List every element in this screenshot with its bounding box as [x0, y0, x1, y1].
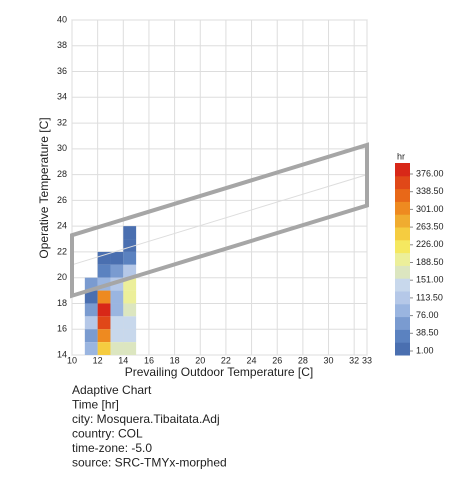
legend-swatch	[395, 303, 410, 318]
legend-swatch	[395, 239, 410, 254]
legend-label: 376.00	[416, 168, 444, 178]
x-tick-label: 32	[349, 355, 359, 365]
heat-cell	[110, 264, 124, 278]
x-tick-label: 26	[272, 355, 282, 365]
y-tick-label: 30	[57, 143, 67, 153]
legend-label: 263.50	[416, 221, 444, 231]
y-tick-label: 34	[57, 92, 67, 102]
heat-cell	[97, 342, 111, 355]
y-tick-label: 14	[57, 349, 67, 359]
heat-cell	[84, 303, 98, 317]
x-tick-label: 30	[324, 355, 334, 365]
y-tick-label: 16	[57, 324, 67, 334]
legend-label: 38.50	[416, 328, 439, 338]
x-tick-label: 20	[195, 355, 205, 365]
note: Time [hr]	[72, 398, 119, 412]
heat-cell	[123, 303, 137, 317]
note: Adaptive Chart	[72, 383, 152, 397]
heat-cell	[123, 290, 137, 304]
y-tick-label: 18	[57, 298, 67, 308]
heat-cell	[97, 290, 111, 304]
legend-swatch	[395, 278, 410, 292]
heat-cell	[110, 303, 124, 317]
x-tick-label: 18	[170, 355, 180, 365]
note: source: SRC-TMYx-morphed	[72, 456, 227, 470]
legend-label: 1.00	[416, 345, 434, 355]
heat-cell	[123, 329, 137, 343]
legend-label: 76.00	[416, 310, 439, 320]
heat-cell	[123, 251, 137, 265]
x-tick-label: 28	[298, 355, 308, 365]
heat-cell	[123, 226, 137, 240]
legend-swatch	[395, 214, 410, 228]
x-tick-label: 24	[247, 355, 257, 365]
note: country: COL	[72, 427, 143, 441]
heat-cell	[84, 329, 98, 343]
heat-cell	[97, 316, 111, 330]
legend-label: 338.50	[416, 186, 444, 196]
heat-cell	[84, 316, 98, 330]
heat-cell	[110, 329, 124, 343]
comfort-band	[70, 142, 369, 299]
x-tick-label: 16	[144, 355, 154, 365]
heat-cell	[97, 251, 111, 265]
legend-swatch	[395, 252, 410, 266]
y-tick-label: 38	[57, 40, 67, 50]
legend-swatch	[395, 163, 410, 177]
heat-cell	[84, 342, 98, 355]
heat-cell	[97, 329, 111, 343]
x-axis-label: Prevailing Outdoor Temperature [C]	[125, 365, 314, 379]
heat-cell	[110, 251, 124, 265]
legend-swatch	[395, 188, 410, 202]
heat-cell	[123, 342, 137, 355]
y-tick-label: 36	[57, 66, 67, 76]
y-tick-label: 20	[57, 272, 67, 282]
heat-cell	[97, 264, 111, 278]
heat-cell	[84, 290, 98, 304]
note: city: Mosquera.Tibaitata.Adj	[72, 412, 220, 426]
legend-swatch	[395, 265, 410, 279]
legend-label: 151.00	[416, 275, 444, 285]
x-tick-label: 22	[221, 355, 231, 365]
legend-label: 226.00	[416, 239, 444, 249]
y-tick-label: 40	[57, 14, 67, 24]
heat-cell	[97, 303, 111, 317]
legend-title: hr	[397, 151, 405, 161]
legend-swatch	[395, 175, 410, 190]
heat-cell	[110, 316, 124, 330]
y-axis-label: Operative Temperature [C]	[37, 117, 51, 258]
legend-swatch	[395, 329, 410, 343]
heat-cell	[123, 239, 137, 252]
legend-swatch	[395, 316, 410, 330]
legend-swatch	[395, 291, 410, 305]
x-tick-label: 33	[362, 355, 372, 365]
legend-label: 188.50	[416, 257, 444, 267]
y-tick-label: 22	[57, 246, 67, 256]
heat-cell	[110, 290, 124, 304]
legend-swatch	[395, 201, 410, 215]
note: time-zone: -5.0	[72, 441, 152, 455]
x-tick-label: 10	[67, 355, 77, 365]
y-tick-label: 24	[57, 221, 67, 231]
legend-label: 113.50	[416, 292, 443, 302]
y-tick-label: 28	[57, 169, 67, 179]
neutral-line	[71, 174, 368, 266]
x-tick-label: 12	[93, 355, 103, 365]
y-tick-label: 32	[57, 117, 67, 127]
y-tick-label: 26	[57, 195, 67, 205]
x-tick-label: 14	[118, 355, 128, 365]
legend-swatch	[395, 227, 410, 241]
legend-label: 301.00	[416, 204, 444, 214]
heat-cell	[110, 342, 124, 355]
heat-cell	[123, 264, 137, 278]
legend-swatch	[395, 342, 410, 356]
heat-cell	[123, 316, 137, 330]
